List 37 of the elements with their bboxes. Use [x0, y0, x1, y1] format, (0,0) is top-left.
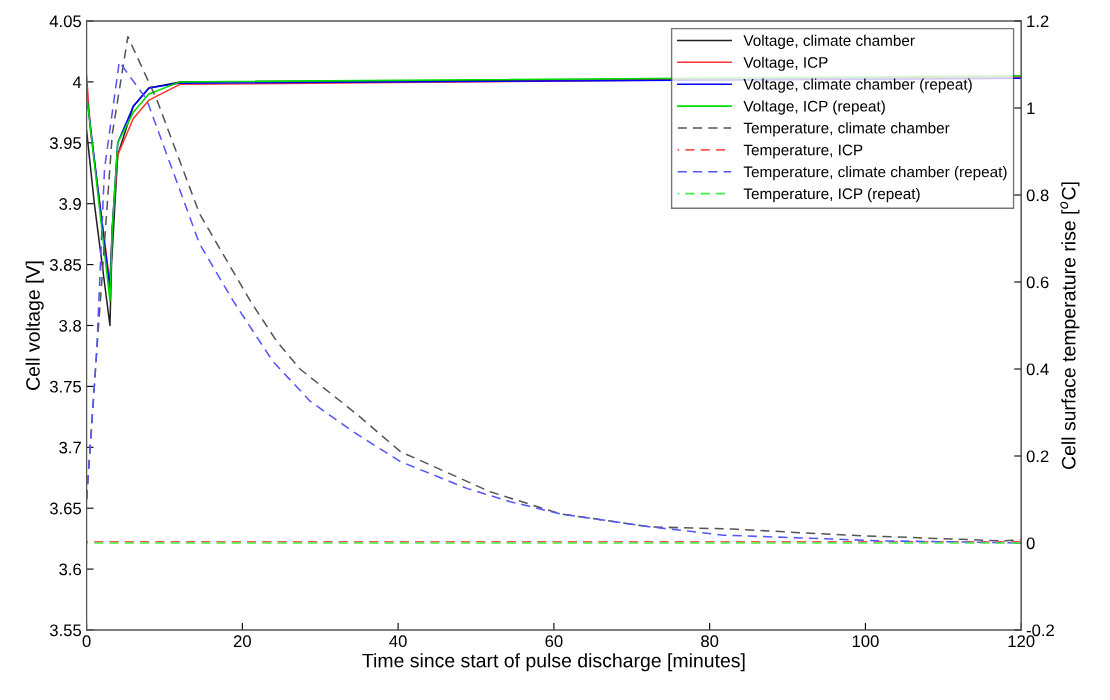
y-tick-label: 4 — [72, 76, 82, 88]
legend-label: Voltage, ICP — [743, 56, 828, 71]
y-tick-label: 3.8 — [59, 319, 81, 332]
legend-label: Voltage, climate chamber (repeat) — [743, 78, 972, 93]
y2-axis-title: Cell surface temperature rise [$^{o}$C] — [1060, 182, 1080, 469]
y-tick-label: 3.65 — [49, 502, 82, 515]
y-tick-label: 4.05 — [49, 15, 82, 28]
y-tick-label: 3.55 — [49, 624, 82, 637]
x-tick-label: 60 — [545, 635, 563, 648]
y-tick-label: 3.95 — [49, 137, 82, 149]
x-tick-label: 80 — [701, 635, 719, 648]
y2-tick-label: 1 — [1027, 102, 1035, 115]
y-tick-label: 3.85 — [49, 259, 82, 271]
y2-tick-label: 1.2 — [1027, 15, 1049, 28]
y2-tick-label: 0.2 — [1026, 450, 1049, 463]
legend-label: Temperature, climate chamber (repeat) — [743, 166, 1007, 181]
y2-tick-label: 0.4 — [1026, 363, 1049, 376]
x-tick-label: 20 — [233, 635, 251, 648]
y2-tick-label: 0.6 — [1026, 276, 1049, 289]
y-tick-label: 3.7 — [59, 441, 81, 454]
y2-tick-label: 0 — [1026, 537, 1035, 550]
y-tick-label: 3.6 — [59, 563, 81, 576]
legend-label: Temperature, ICP — [743, 144, 863, 159]
y2-tick-label: 0.8 — [1026, 189, 1049, 202]
y-tick-label: 3.75 — [49, 380, 82, 393]
legend-label: Temperature, climate chamber — [743, 122, 950, 137]
x-tick-label: 120 — [1008, 635, 1035, 648]
legend-label: Voltage, ICP (repeat) — [743, 100, 885, 115]
x-axis-title: Time since start of pulse discharge [minutes] — [362, 653, 745, 672]
y-axis-title: Cell voltage [V] — [25, 261, 44, 390]
x-tick-label: 0 — [82, 635, 91, 648]
legend-label: Temperature, ICP (repeat) — [743, 187, 920, 203]
x-tick-label: 40 — [389, 635, 407, 648]
y-tick-label: 3.9 — [59, 198, 81, 210]
y2-tick-label: -0.2 — [1026, 624, 1054, 637]
x-tick-label: 100 — [852, 635, 879, 648]
legend-label: Voltage, climate chamber — [743, 34, 915, 49]
